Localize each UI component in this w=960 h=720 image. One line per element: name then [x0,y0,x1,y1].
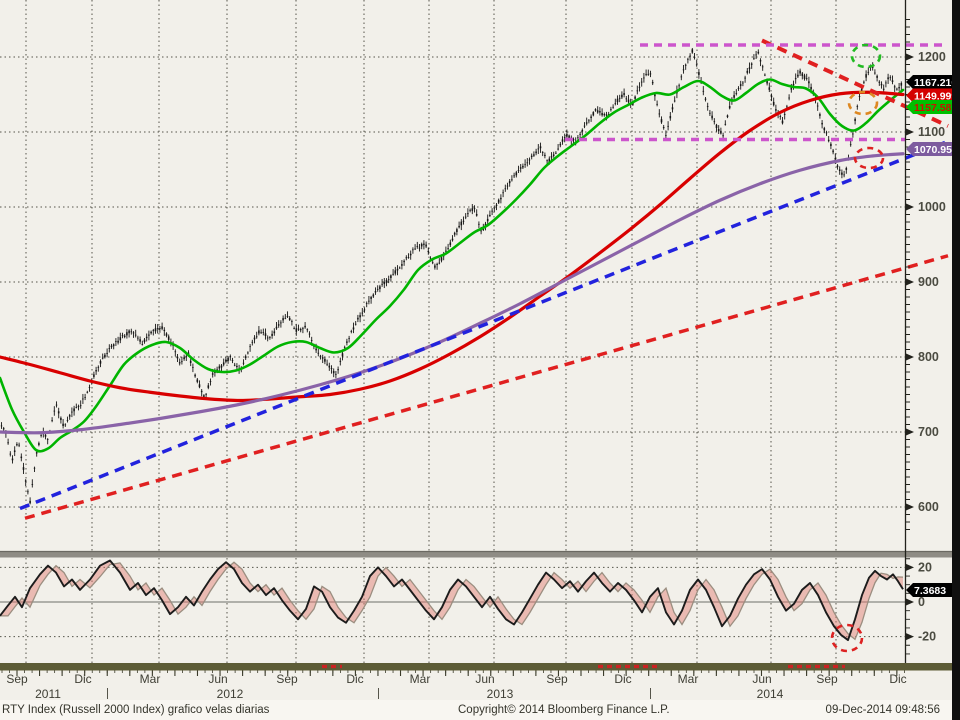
price-tick-1000: 1000 [918,200,946,214]
panel-separator [0,551,952,558]
year-separator [107,688,108,699]
month-label: Jun [208,672,228,686]
ma-cross-circle-orange [847,90,879,116]
axis-minor-ticks [906,19,910,655]
oscillator-value-tag: 7.3683 [914,585,946,597]
month-label: Jun [475,672,495,686]
copyright-text: Copyright© 2014 Bloomberg Finance L.P. [458,704,670,716]
month-label: Mar [677,672,699,686]
oscillator-main-line [0,559,904,642]
oscillator-divergence-fill [0,560,903,641]
info-bar: RTY Index (Russell 2000 Index) grafico v… [0,700,952,720]
month-label: Sep [6,672,28,686]
price-tick-800-arrow [906,353,914,361]
candlesticks [0,47,903,505]
osc-tick-20-arrow [906,563,914,571]
monthly-ticks [16,670,898,676]
price-tick-900: 900 [918,275,939,289]
year-label: 2014 [756,687,784,701]
month-label: Mar [139,672,161,686]
support-red-dashed [24,254,949,520]
trendline-test-circle-red [853,146,885,170]
price-tick-1200: 1200 [918,50,946,64]
breakout-circle-green [850,43,882,69]
oscillator-signal-line [0,561,904,641]
date-axis-bar [0,663,952,671]
ma-short-green [0,78,905,453]
price-tick-700: 700 [918,425,939,439]
price-tag-2-shape [906,100,952,114]
price-tick-1100: 1100 [918,125,945,139]
chart-title: RTY Index (Russell 2000 Index) grafico v… [2,704,270,716]
year-label: 2013 [486,687,514,701]
price-tick-900-arrow [906,278,914,286]
month-label: Sep [276,672,298,686]
ma-trend-purple [0,152,905,435]
ma-long-red [0,90,905,403]
osc-tick-0: 0 [918,595,925,609]
year-label: 2012 [216,687,244,701]
price-tag-3-shape [906,142,952,156]
year-label: 2011 [35,687,61,701]
year-separator [378,688,379,699]
price-tick-1100-arrow [906,128,914,136]
month-label: Jun [752,672,772,686]
right-edge-border [952,0,960,720]
support-blue-dashed [19,140,946,511]
month-label: Dic [74,672,92,686]
osc-tick-0-arrow [906,598,914,606]
month-label: Mar [409,672,431,686]
price-tag-1-shape [906,88,952,103]
vertical-gridlines [25,0,837,663]
oversold-circle-red [830,623,864,653]
month-label: Dic [346,672,364,686]
price-tag-2: 1157.587 [914,102,957,114]
horizontal-gridlines [0,56,905,638]
price-tick-600: 600 [918,500,939,514]
month-label: Dic [889,672,907,686]
month-label: Sep [546,672,568,686]
timestamp-text: 09-Dec-2014 09:48:56 [825,704,940,716]
month-label: Dic [614,672,632,686]
osc-tick--20: -20 [918,630,936,644]
price-tick-600-arrow [906,503,914,511]
osc-tick-20: 20 [918,560,932,574]
price-tag-3: 1070.956 [914,144,958,156]
price-tick-700-arrow [906,428,914,436]
price-tag-0: 1167.210 [914,77,957,89]
price-tag-0-shape [906,75,952,89]
price-tag-1: 1149.999 [914,90,957,102]
price-tick-1200-arrow [906,53,914,61]
month-label: Sep [816,672,838,686]
price-tick-1000-arrow [906,203,914,211]
osc-tick--20-arrow [906,633,914,641]
year-separator [650,688,651,699]
price-tick-800: 800 [918,350,939,364]
oscillator-value-tag-shape [906,583,952,597]
